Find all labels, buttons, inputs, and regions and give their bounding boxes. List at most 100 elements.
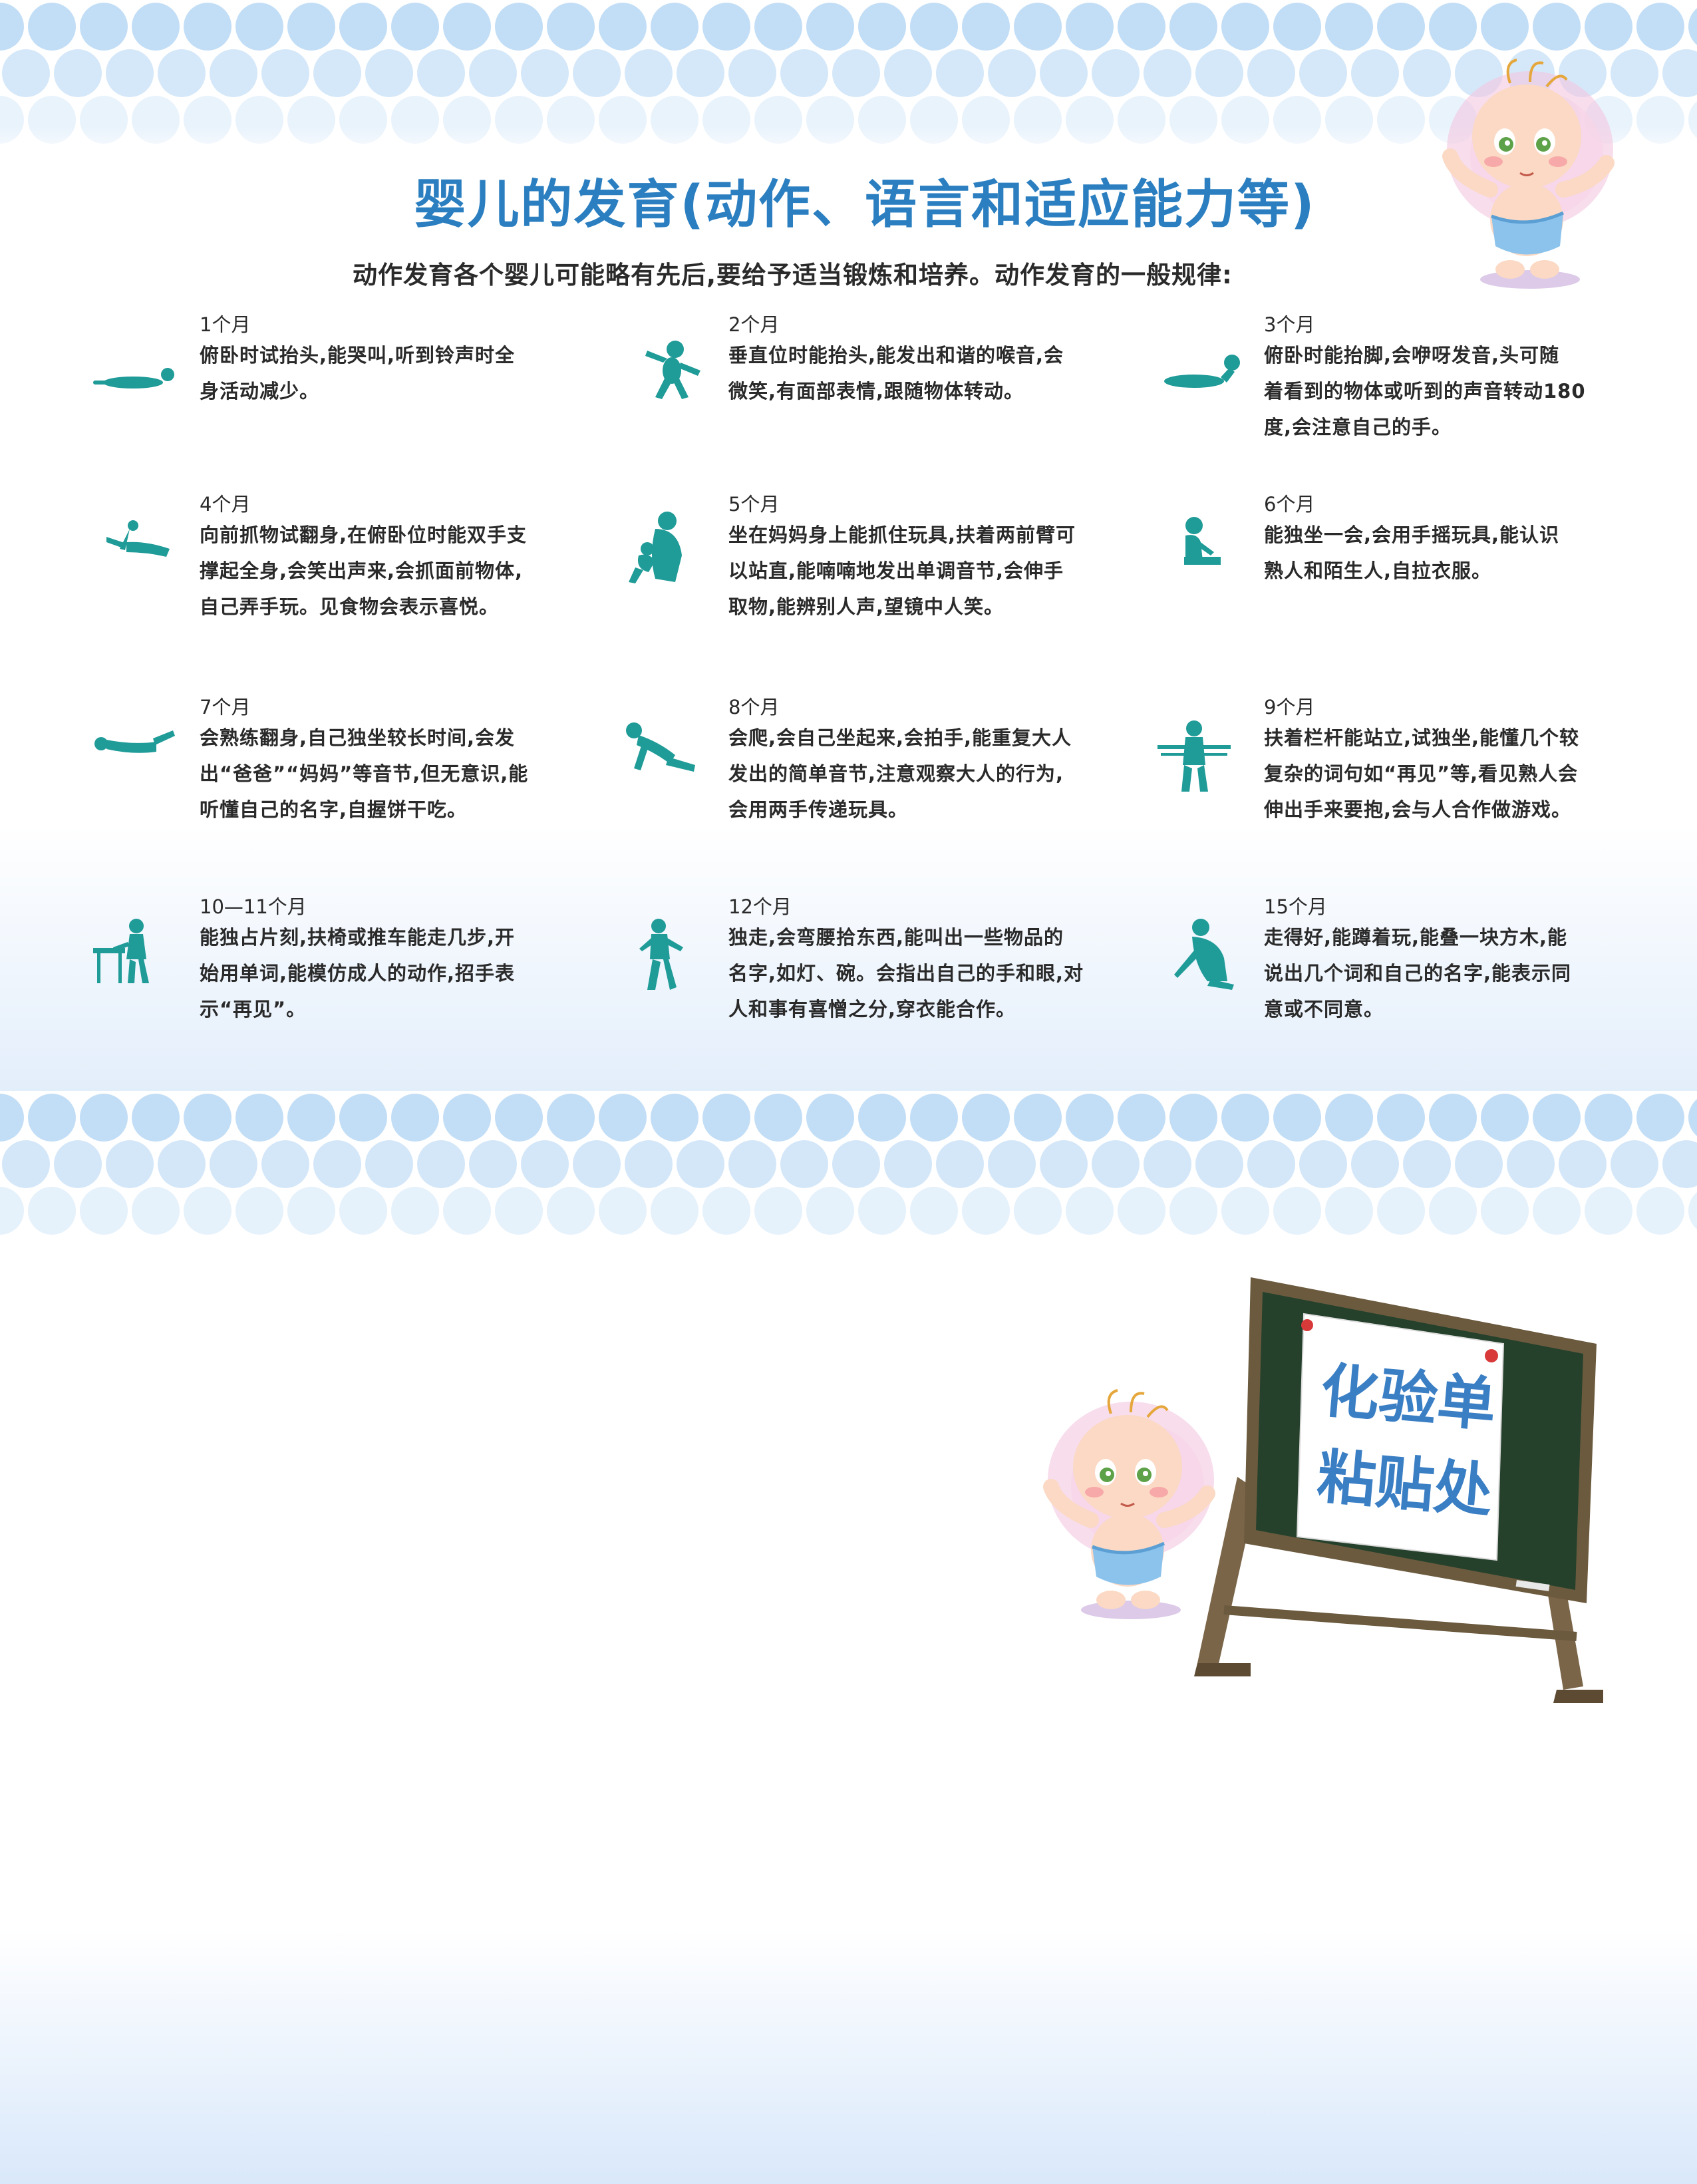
dot (1351, 49, 1399, 97)
page-title: 婴儿的发育(动作、语言和适应能力等) (414, 175, 1316, 235)
description-line: 取物,能辨别人声,望镜中人笑。 (728, 595, 1004, 618)
dot (702, 1187, 750, 1235)
description-line: 示“再见”。 (200, 998, 307, 1020)
dot (1299, 1140, 1347, 1188)
dot (1247, 1140, 1295, 1188)
dot (1429, 1094, 1477, 1142)
dot (106, 1140, 154, 1188)
description-line: 熟人和陌生人,自拉衣服。 (1264, 559, 1492, 582)
dot (313, 49, 361, 97)
stage-description: 坐在妈妈身上能抓住玩具,扶着两前臂可 以站直,能喃喃地发出单调音节,会伸手 取物,能… (728, 517, 1121, 625)
dot (1481, 1094, 1529, 1142)
dot (1636, 1094, 1684, 1142)
stage-description: 走得好,能蹲着玩,能叠一块方木,能 说出几个词和自己的名字,能表示同 意或不同意。 (1264, 919, 1656, 1027)
dot (806, 1187, 854, 1235)
dot (1325, 3, 1373, 51)
dot (806, 3, 854, 51)
dot (391, 3, 439, 51)
dot (547, 1187, 595, 1235)
dot (910, 3, 958, 51)
stage-month: 7个月 (200, 696, 251, 718)
dot (1221, 1094, 1269, 1142)
description-line: 能独占片刻,扶椅或推车能走几步,开 (200, 926, 516, 949)
description-line: 着看到的物体或听到的声音转动180 (1264, 380, 1586, 402)
dot (1299, 49, 1347, 97)
dot (443, 1094, 491, 1142)
dot (469, 1140, 517, 1188)
dot (261, 49, 309, 97)
description-line: 始用单词,能模仿成人的动作,招手表 (200, 962, 516, 985)
dot (1066, 1094, 1114, 1142)
description-line: 身活动减少。 (200, 380, 320, 402)
description-line: 俯卧时试抬头,能哭叫,听到铃声时全 (200, 344, 516, 367)
content-gradient (0, 825, 1697, 1091)
dot (287, 3, 335, 51)
dot (1325, 1187, 1373, 1235)
stage-month: 3个月 (1264, 313, 1315, 336)
dot (832, 1140, 880, 1188)
dot (884, 1140, 932, 1188)
stage-description: 能独占片刻,扶椅或推车能走几步,开 始用单词,能模仿成人的动作,招手表 示“再见”。 (200, 919, 592, 1027)
description-line: 会用两手传递玩具。 (728, 798, 909, 821)
dot (210, 1140, 257, 1188)
description-line: 独走,会弯腰拾东西,能叫出一些物品的 (728, 926, 1064, 949)
dot (469, 49, 517, 97)
dot (1481, 1187, 1529, 1235)
dot (391, 1094, 439, 1142)
dot (1455, 1140, 1503, 1188)
dot (1377, 1187, 1425, 1235)
dot (1169, 1187, 1217, 1235)
dot (1585, 1094, 1632, 1142)
stage-description: 能独坐一会,会用手摇玩具,能认识 熟人和陌生人,自拉衣服。 (1264, 517, 1656, 589)
description-line: 复杂的词句如“再见”等,看见熟人会 (1264, 762, 1579, 785)
dot (936, 1140, 984, 1188)
dot (625, 49, 673, 97)
baby-pushing-chair-icon (93, 919, 149, 983)
top-fade (0, 126, 1697, 166)
description-line: 出“爸爸”“妈妈”等音节,但无意识,能 (200, 762, 529, 785)
dot (184, 1094, 231, 1142)
development-stage: 8个月 会爬,会自己坐起来,会拍手,能重复大人 发出的简单音节,注意观察大人的行为,… (622, 692, 1114, 878)
dot (1611, 49, 1658, 97)
dot (1247, 49, 1295, 97)
dot (417, 49, 465, 97)
dot (132, 1094, 180, 1142)
development-stage: 9个月 扶着栏杆能站立,试独坐,能懂几个较 复杂的词句如“再见”等,看见熟人会 伸出手… (1157, 692, 1650, 878)
dot (210, 49, 257, 97)
dot (1377, 1094, 1425, 1142)
dot (132, 1187, 180, 1235)
dot (521, 49, 569, 97)
dot (339, 1094, 387, 1142)
description-line: 微笑,有面部表情,跟随物体转动。 (728, 380, 1024, 402)
description-line: 会爬,会自己坐起来,会拍手,能重复大人 (728, 726, 1072, 749)
stage-month: 15个月 (1264, 895, 1327, 918)
dot (1014, 1187, 1062, 1235)
dot (80, 1094, 128, 1142)
dot (702, 3, 750, 51)
dot (962, 1187, 1010, 1235)
dot (1092, 1140, 1140, 1188)
dot (1066, 1187, 1114, 1235)
dot (365, 1140, 413, 1188)
dot (1273, 1094, 1321, 1142)
dot (495, 1187, 543, 1235)
dot (728, 1140, 776, 1188)
toddler-squatting-icon (1174, 919, 1234, 990)
description-line: 听懂自己的名字,自握饼干吃。 (200, 798, 468, 821)
dot (1611, 1140, 1658, 1188)
dot (754, 3, 802, 51)
description-line: 扶着栏杆能站立,试独坐,能懂几个较 (1264, 726, 1580, 749)
dot (1221, 1187, 1269, 1235)
dot (780, 49, 828, 97)
development-stage: 5个月 坐在妈妈身上能抓住玩具,扶着两前臂可 以站直,能喃喃地发出单调音节,会伸手取… (622, 489, 1114, 675)
baby-mascot-bottom (1043, 1389, 1215, 1619)
description-line: 坐在妈妈身上能抓住玩具,扶着两前臂可 (728, 524, 1076, 546)
dot (599, 3, 647, 51)
dot (677, 49, 724, 97)
baby-crawling-icon (626, 722, 695, 772)
description-line: 撑起全身,会笑出声来,会抓面前物体, (200, 559, 524, 582)
dot (1040, 49, 1088, 97)
dot (1585, 1187, 1632, 1235)
description-line: 会熟练翻身,自己独坐较长时间,会发 (200, 726, 516, 749)
development-stage: 4个月 向前抓物试翻身,在俯卧位时能双手支 撑起全身,会笑出声来,会抓面前物体, 自己… (93, 489, 585, 675)
